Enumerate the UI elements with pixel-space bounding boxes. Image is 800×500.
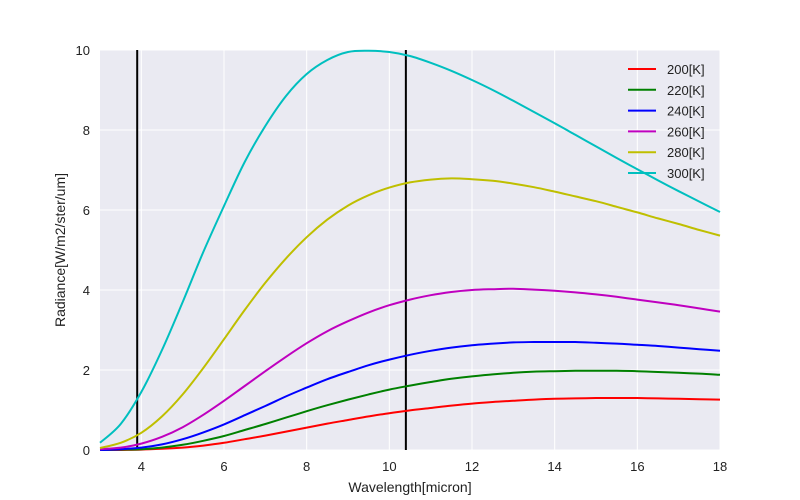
y-tick-label: 8 bbox=[83, 123, 90, 138]
legend-label-2: 240[K] bbox=[667, 104, 705, 119]
series-line-4 bbox=[99, 177, 721, 449]
legend-label-4: 280[K] bbox=[667, 145, 705, 160]
legend-label-3: 260[K] bbox=[667, 124, 705, 139]
x-tick-label: 12 bbox=[465, 459, 479, 474]
vertical-lines bbox=[136, 50, 407, 450]
series-line-2 bbox=[99, 340, 721, 451]
legend-label-0: 200[K] bbox=[667, 62, 705, 77]
legend: 200[K] 220[K] 240[K] 260[K] 280[K] 300[K] bbox=[628, 62, 705, 181]
y-tick-label: 2 bbox=[83, 363, 90, 378]
grid bbox=[100, 49, 721, 451]
x-tick-label: 14 bbox=[547, 459, 561, 474]
series-line-5 bbox=[99, 49, 721, 444]
legend-label-1: 220[K] bbox=[667, 83, 705, 98]
x-tick-label: 6 bbox=[220, 459, 227, 474]
y-axis-label: Radiance[W/m2/ster/um] bbox=[52, 173, 68, 327]
series-line-3 bbox=[99, 287, 721, 451]
x-axis-label: Wavelength[micron] bbox=[348, 479, 471, 495]
x-tick-labels: 4 6 8 10 12 14 16 18 bbox=[138, 459, 728, 474]
x-tick-label: 18 bbox=[713, 459, 727, 474]
series-line-1 bbox=[99, 369, 721, 451]
y-tick-label: 6 bbox=[83, 203, 90, 218]
x-tick-label: 16 bbox=[630, 459, 644, 474]
y-tick-label: 0 bbox=[83, 443, 90, 458]
x-tick-label: 8 bbox=[303, 459, 310, 474]
series-line-0 bbox=[99, 396, 721, 452]
y-tick-label: 10 bbox=[76, 43, 90, 58]
series-group bbox=[99, 49, 721, 452]
y-tick-label: 4 bbox=[83, 283, 90, 298]
legend-label-5: 300[K] bbox=[667, 166, 705, 181]
plot-background bbox=[100, 50, 720, 450]
y-tick-labels: 0 2 4 6 8 10 bbox=[76, 43, 90, 458]
x-tick-label: 10 bbox=[382, 459, 396, 474]
x-tick-label: 4 bbox=[138, 459, 145, 474]
